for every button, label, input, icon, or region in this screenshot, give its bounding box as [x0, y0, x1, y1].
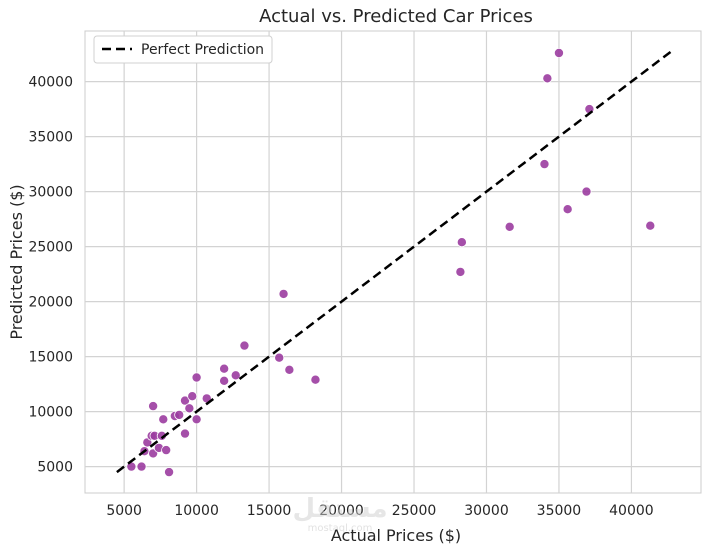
- data-point: [180, 428, 191, 439]
- x-tick-label: 40000: [609, 503, 654, 519]
- watermark-logo: مستقل: [292, 494, 387, 524]
- data-point: [504, 221, 515, 232]
- y-tick-label: 25000: [28, 240, 73, 256]
- data-point: [219, 375, 230, 386]
- x-tick-label: 25000: [392, 503, 437, 519]
- data-point: [184, 403, 195, 414]
- data-point: [539, 159, 550, 170]
- x-tick-label: 20000: [319, 503, 364, 519]
- data-point: [174, 409, 185, 420]
- y-axis-ticks: 5000 10000 15000 20000 25000 30000 35000 40000: [28, 75, 73, 476]
- x-tick-label: 10000: [174, 503, 219, 519]
- data-point: [230, 370, 241, 381]
- y-tick-label: 20000: [28, 295, 73, 311]
- data-point: [239, 340, 250, 351]
- data-point: [562, 204, 573, 215]
- x-axis-ticks: 5000 10000 15000 20000 25000 30000 35000 40000: [106, 503, 653, 519]
- data-point: [455, 266, 466, 277]
- perfect-prediction-line: [116, 50, 672, 474]
- data-point: [645, 220, 656, 231]
- y-axis-label: Predicted Prices ($): [7, 184, 26, 339]
- data-point: [148, 401, 159, 412]
- data-points: [126, 48, 656, 478]
- watermark-url: mostaql.com: [308, 523, 373, 534]
- x-tick-label: 15000: [247, 503, 292, 519]
- x-axis-label: Actual Prices ($): [331, 526, 461, 545]
- data-point: [191, 414, 202, 425]
- data-point: [158, 414, 169, 425]
- data-point: [278, 288, 289, 299]
- y-tick-label: 35000: [28, 130, 73, 146]
- data-point: [274, 352, 285, 363]
- x-tick-label: 5000: [106, 503, 142, 519]
- legend-box: [93, 35, 273, 64]
- y-tick-label: 40000: [28, 75, 73, 91]
- y-tick-label: 30000: [28, 185, 73, 201]
- data-point: [191, 372, 202, 383]
- y-tick-label: 15000: [28, 350, 73, 366]
- legend: Perfect Prediction: [93, 35, 273, 64]
- data-point: [284, 364, 295, 375]
- data-point: [553, 48, 564, 59]
- data-point: [581, 186, 592, 197]
- y-tick-label: 5000: [37, 460, 73, 476]
- data-point: [219, 363, 230, 374]
- data-point: [180, 395, 191, 406]
- data-point: [164, 467, 175, 478]
- data-point: [456, 237, 467, 248]
- data-point: [187, 391, 198, 402]
- legend-label: Perfect Prediction: [141, 42, 264, 58]
- data-point: [310, 374, 321, 385]
- data-point: [136, 461, 147, 472]
- y-tick-label: 10000: [28, 405, 73, 421]
- data-point: [161, 445, 172, 456]
- x-tick-label: 35000: [537, 503, 582, 519]
- x-tick-label: 30000: [464, 503, 509, 519]
- chart-title: Actual vs. Predicted Car Prices: [259, 6, 533, 27]
- data-point: [542, 73, 553, 84]
